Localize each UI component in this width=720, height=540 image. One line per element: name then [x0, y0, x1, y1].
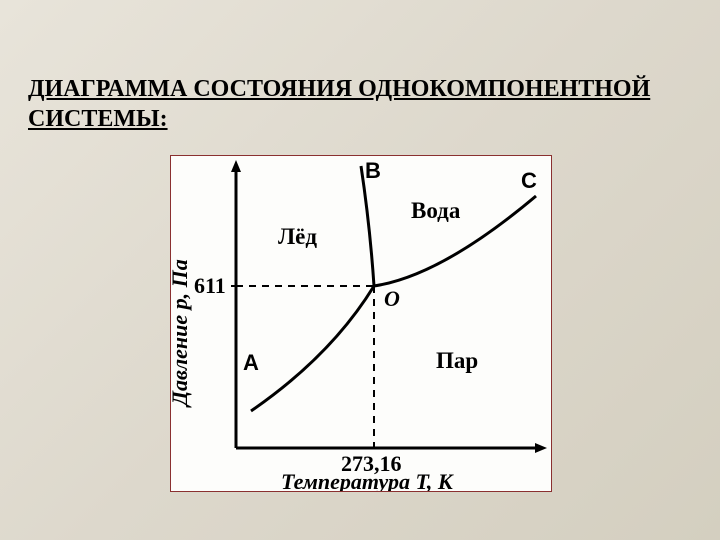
point-label-b: В: [365, 158, 381, 184]
page-title: ДИАГРАММА СОСТОЯНИЯ ОДНОКОМПОНЕНТНОЙ СИС…: [28, 74, 650, 134]
curve-melting: [361, 166, 374, 286]
y-axis-label: Давление p, Па: [171, 259, 192, 408]
phase-diagram: 611 273,16 O Лёд Вода Пар Давление p, Па…: [170, 155, 552, 492]
point-label-a: А: [243, 350, 259, 376]
region-water: Вода: [411, 198, 461, 223]
curve-sublimation: [251, 286, 374, 411]
y-axis-arrow: [231, 160, 241, 172]
diagram-svg: 611 273,16 O Лёд Вода Пар Давление p, Па…: [171, 156, 551, 491]
region-vapor: Пар: [436, 348, 478, 373]
x-axis-arrow: [535, 443, 547, 453]
y-tick-label: 611: [194, 273, 226, 298]
triple-point-label: O: [384, 286, 400, 311]
point-label-c: С: [521, 168, 537, 194]
x-axis-label: Температура T, К: [281, 469, 454, 491]
region-ice: Лёд: [278, 224, 317, 249]
